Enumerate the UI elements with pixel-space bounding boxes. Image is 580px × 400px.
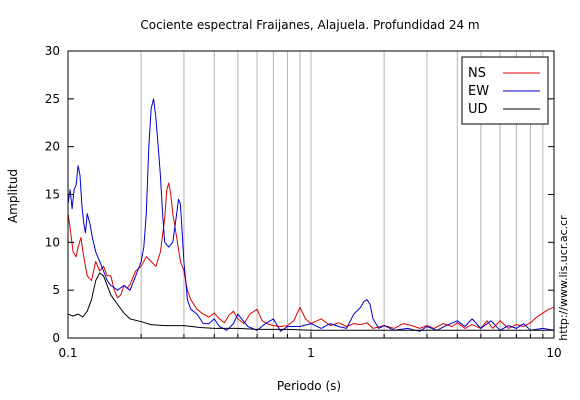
x-tick-label: 10 <box>546 346 561 360</box>
grid <box>140 51 544 338</box>
x-tick-label: 0.1 <box>58 346 77 360</box>
watermark-url: http://www.lis.ucr.ac.cr <box>557 215 570 341</box>
y-tick-label: 20 <box>45 140 60 154</box>
legend: NS EW UD <box>461 56 549 125</box>
y-tick-label: 25 <box>45 92 60 106</box>
x-axis-label: Periodo (s) <box>277 379 341 393</box>
legend-label-ud: UD <box>468 102 488 117</box>
legend-label-ns: NS <box>468 66 486 81</box>
legend-label-ew: EW <box>468 84 489 99</box>
series-line-ud <box>68 272 554 331</box>
x-tick-label: 1 <box>307 346 315 360</box>
series-group <box>68 98 554 332</box>
y-tick-label: 0 <box>52 331 60 345</box>
y-tick-label: 5 <box>52 283 60 297</box>
ticks: 0.1 1 10 0 5 10 15 20 25 30 <box>45 44 562 360</box>
series-line-ew <box>68 98 554 332</box>
y-axis-label: Amplitud <box>6 169 20 223</box>
y-tick-label: 10 <box>45 235 60 249</box>
y-tick-label: 30 <box>45 44 60 58</box>
y-tick-label: 15 <box>45 188 60 202</box>
chart-title: Cociente espectral Fraijanes, Alajuela. … <box>140 18 479 32</box>
series-line-ns <box>68 182 554 329</box>
